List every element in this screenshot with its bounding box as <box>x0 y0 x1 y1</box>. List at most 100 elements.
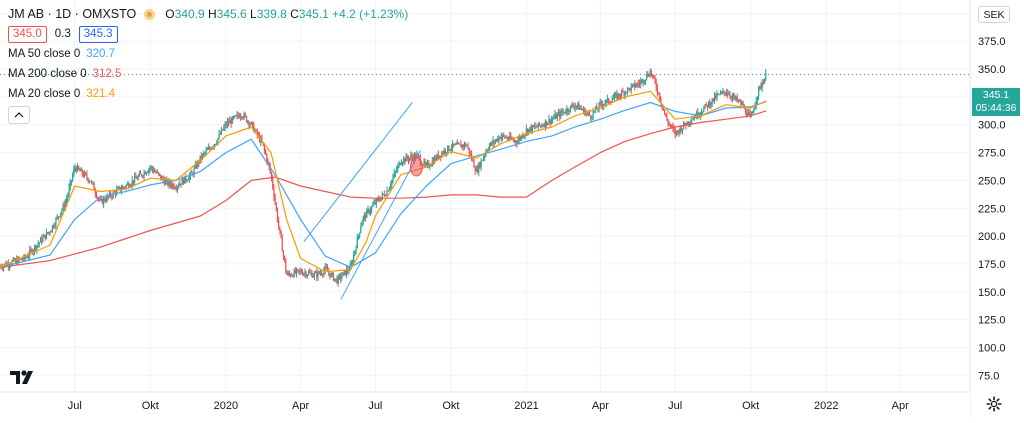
candle-body <box>373 202 375 205</box>
ma200-row[interactable]: MA 200 close 0 312.5 <box>8 64 408 84</box>
candle-body <box>272 177 274 188</box>
candle-body <box>443 150 445 154</box>
candle-body <box>598 103 600 110</box>
candle-body <box>418 155 420 158</box>
candle-body <box>486 150 488 152</box>
candle-body <box>758 87 760 97</box>
candle-body <box>519 137 522 139</box>
candle-body <box>384 194 386 196</box>
candle-body <box>195 164 198 168</box>
candle-body <box>194 164 196 169</box>
candle-body <box>292 275 294 277</box>
candle-body <box>151 166 154 170</box>
ask-button[interactable]: 345.3 <box>78 25 118 43</box>
candle-body <box>209 147 211 149</box>
candle-body <box>663 110 666 114</box>
candle-body <box>673 128 675 130</box>
market-status-icon[interactable] <box>144 8 156 20</box>
candle-body <box>319 273 321 274</box>
candle-body <box>482 157 485 161</box>
tradingview-logo-icon[interactable] <box>8 368 36 386</box>
candle-body <box>243 113 245 118</box>
candle-body <box>468 147 470 154</box>
candle-body <box>139 173 142 175</box>
collapse-legend-button[interactable] <box>8 106 30 124</box>
candle-body <box>409 157 411 161</box>
candle-body <box>166 179 168 181</box>
candle-body <box>646 74 648 80</box>
candle-body <box>761 83 763 88</box>
candle-body <box>135 176 137 179</box>
time-tick-label: 2021 <box>514 400 538 412</box>
candle-body <box>153 169 155 173</box>
candle-body <box>137 176 139 180</box>
candle-body <box>234 115 236 118</box>
candle-body <box>357 235 360 238</box>
candle-body <box>390 185 392 188</box>
candle-body <box>536 126 538 128</box>
candle-body <box>463 143 466 147</box>
candle-body <box>149 167 151 169</box>
bid-button[interactable]: 345.0 <box>8 25 47 43</box>
candle-body <box>523 135 525 138</box>
candle-body <box>37 243 39 246</box>
candle-body <box>30 249 32 251</box>
candle-body <box>484 155 486 158</box>
time-tick-label: Okt <box>442 400 459 412</box>
candle-body <box>754 104 756 110</box>
candle-body <box>33 245 36 251</box>
candle-body <box>191 172 193 174</box>
candle-body <box>738 100 741 102</box>
candle-body <box>303 273 305 275</box>
candle-body <box>145 172 148 175</box>
candle-body <box>298 269 300 271</box>
candle-body <box>310 272 312 274</box>
candle-body <box>398 162 400 166</box>
candle-body <box>136 178 138 180</box>
candle-body <box>338 275 341 277</box>
collapse-row <box>8 104 408 124</box>
price-tick-label: 375.0 <box>978 36 1006 48</box>
candle-body <box>730 96 732 99</box>
time-axis[interactable]: Jul Okt 2020 Apr Jul Okt 2021 Apr Jul Okt 2022 Apr <box>0 391 970 418</box>
candle-body <box>740 100 742 105</box>
candle-body <box>247 121 249 123</box>
price-axis[interactable]: 75.0 100.0 125.0 150.0 175.0 200.0 225.0 250.0 2… <box>969 0 1024 418</box>
candle-body <box>473 160 475 168</box>
highlight-ellipse <box>409 157 423 177</box>
candle-body <box>465 143 467 147</box>
candle-body <box>218 133 220 139</box>
candle-body <box>650 70 653 75</box>
candle-body <box>737 100 739 102</box>
currency-button[interactable]: SEK <box>978 6 1010 23</box>
ma50-row[interactable]: MA 50 close 0 320.7 <box>8 44 408 64</box>
candle-body <box>540 125 542 127</box>
candle-body <box>755 101 757 105</box>
candle-body <box>203 153 205 155</box>
candle-body <box>169 181 171 185</box>
candle-body <box>455 144 457 146</box>
gear-icon[interactable] <box>986 396 1002 412</box>
candle-body <box>706 104 709 108</box>
candle-body <box>591 117 593 119</box>
candle-body <box>64 203 67 208</box>
time-tick-label: Okt <box>742 400 759 412</box>
candle-body <box>716 94 718 99</box>
candle-body <box>401 162 404 164</box>
candle-body <box>565 112 567 114</box>
candle-body <box>531 125 533 132</box>
price-tick-label: 75.0 <box>978 370 999 382</box>
candle-body <box>621 91 623 97</box>
candle-body <box>94 190 96 195</box>
candle-body <box>289 274 292 276</box>
candle-body <box>623 91 625 96</box>
candle-body <box>577 103 579 106</box>
candle-body <box>107 195 109 197</box>
symbol-title[interactable]: JM AB · 1D · OMXSTO <box>8 7 137 21</box>
candle-body <box>314 272 317 274</box>
candle-body <box>592 111 594 118</box>
ma20-row[interactable]: MA 20 close 0 321.4 <box>8 84 408 104</box>
candle-body <box>504 135 506 138</box>
